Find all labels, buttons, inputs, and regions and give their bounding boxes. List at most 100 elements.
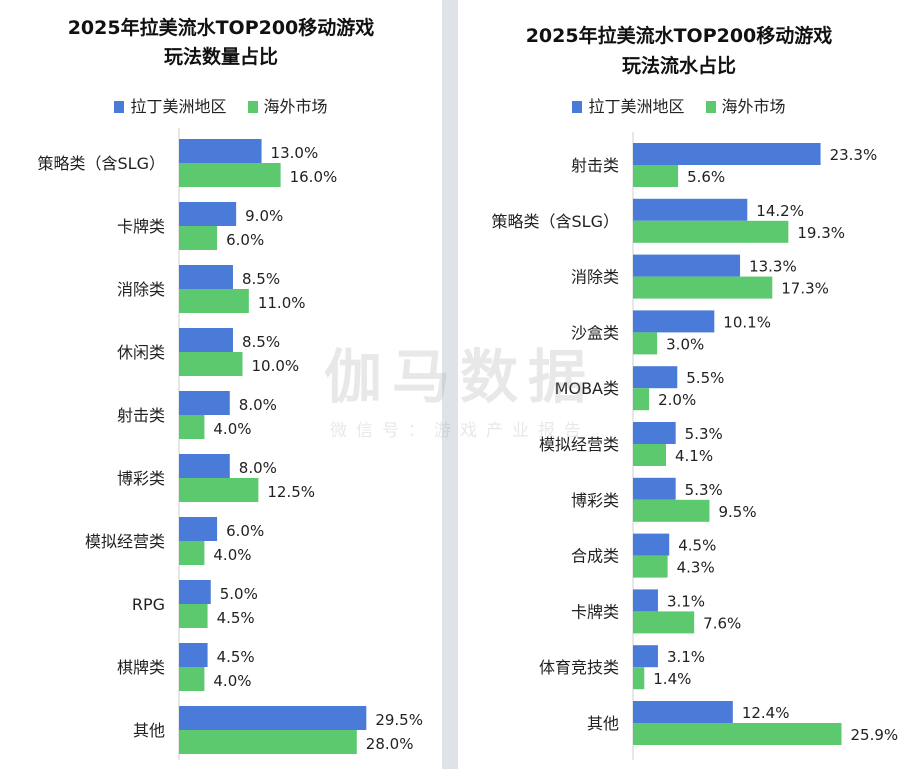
left-chart-legend: 拉丁美洲地区 海外市场 [0,93,442,117]
category-label: 模拟经营类 [539,435,619,454]
category-label: 其他 [133,721,165,740]
category-label: 策略类（含SLG） [492,212,619,231]
category-label: 模拟经营类 [85,532,165,551]
category-label: 沙盒类 [571,323,619,342]
bar-overseas [633,499,710,522]
data-label: 12.4% [742,704,790,722]
data-label: 9.0% [245,207,283,225]
data-label: 8.5% [242,270,280,288]
bar-region [633,143,821,165]
data-label: 5.5% [686,369,724,387]
bar-overseas [179,289,249,313]
bar-overseas [179,163,281,187]
data-label: 28.0% [366,735,414,753]
legend-label-overseas: 海外市场 [721,97,786,116]
category-label: 卡牌类 [571,602,619,621]
data-label: 14.2% [756,202,804,220]
bar-region [633,589,658,612]
bar-overseas [633,444,667,466]
bar-overseas [179,352,243,376]
data-label: 5.6% [687,168,725,186]
bar-region [179,706,367,730]
left-bar-chart: 策略类（含SLG） 13.0% 16.0% 卡牌类 9.0% 6.0% 消除类 8.5% 11.… [38,128,423,760]
category-label: 博彩类 [571,491,619,510]
category-label: 博彩类 [117,469,165,488]
data-label: 5.3% [685,425,723,443]
data-label: 4.0% [213,546,251,564]
bar-region [179,139,262,163]
category-label: 策略类（含SLG） [38,154,165,173]
data-label: 4.5% [217,609,255,627]
bar-region [179,391,230,415]
bar-region [179,517,218,541]
bar-overseas [179,478,259,502]
bar-region [633,533,670,556]
bar-overseas [179,226,218,250]
bar-overseas [633,611,695,634]
left-chart-title-line2: 玩法数量占比 [163,46,278,68]
data-label: 16.0% [290,168,338,186]
category-label: 卡牌类 [117,217,165,236]
bar-overseas [633,276,773,299]
bar-overseas [179,667,205,691]
data-label: 13.3% [749,258,797,276]
data-label: 23.3% [830,146,878,164]
bar-region [633,366,678,389]
left-chart-title-line1: 2025年拉美流水TOP200移动游戏 [67,17,375,39]
bar-region [633,645,658,668]
legend-label-overseas: 海外市场 [263,97,328,116]
data-label: 10.0% [252,357,300,375]
data-label: 11.0% [258,294,306,312]
category-label: 消除类 [571,268,619,287]
bar-overseas [633,667,645,690]
data-label: 4.3% [677,559,715,577]
data-label: 9.5% [718,503,756,521]
data-label: 10.1% [723,313,771,331]
data-label: 4.5% [678,537,716,555]
bar-region [633,254,741,277]
right-bar-chart: 射击类 23.3% 5.6% 策略类（含SLG） 14.2% 19.3% 消除类 13.3% 1… [492,132,898,760]
category-label: 射击类 [571,156,619,175]
bar-overseas [179,604,208,628]
bar-region [179,454,230,478]
data-label: 25.9% [850,726,898,744]
category-label: MOBA类 [555,379,619,398]
data-label: 4.1% [675,447,713,465]
right-chart-title-line1: 2025年拉美流水TOP200移动游戏 [525,25,833,47]
bar-region [179,202,237,226]
legend-swatch-region [572,101,583,113]
data-label: 3.1% [667,592,705,610]
data-label: 17.3% [781,280,829,298]
bar-region [633,701,733,723]
legend-label-region: 拉丁美洲地区 [130,97,227,116]
bar-region [633,477,676,500]
bar-region [633,198,748,221]
data-label: 1.4% [653,670,691,688]
category-label: 消除类 [117,280,165,299]
bar-overseas [633,165,679,187]
data-label: 7.6% [703,614,741,632]
data-label: 8.5% [242,333,280,351]
data-label: 12.5% [267,483,315,501]
data-label: 3.1% [667,648,705,666]
right-chart-panel: 2025年拉美流水TOP200移动游戏 玩法流水占比 拉丁美洲地区 海外市场 射… [458,0,900,769]
legend-swatch-overseas [247,101,258,113]
bar-overseas [633,555,668,578]
bar-overseas [179,541,205,565]
data-label: 8.0% [239,459,277,477]
data-label: 4.0% [213,672,251,690]
legend-item-overseas: 海外市场 [705,93,786,117]
legend-swatch-overseas [705,101,716,113]
bar-overseas [633,332,658,355]
right-chart-title-line2: 玩法流水占比 [621,55,736,77]
category-label: 其他 [587,714,619,733]
bar-overseas [179,415,205,439]
category-label: 体育竞技类 [539,658,619,677]
data-label: 19.3% [797,224,845,242]
category-label: 合成类 [571,547,619,566]
data-label: 29.5% [375,711,423,729]
left-chart-panel: 2025年拉美流水TOP200移动游戏 玩法数量占比 拉丁美洲地区 海外市场 策… [0,0,442,769]
right-chart-legend: 拉丁美洲地区 海外市场 [458,93,900,117]
data-label: 5.0% [220,585,258,603]
data-label: 8.0% [239,396,277,414]
